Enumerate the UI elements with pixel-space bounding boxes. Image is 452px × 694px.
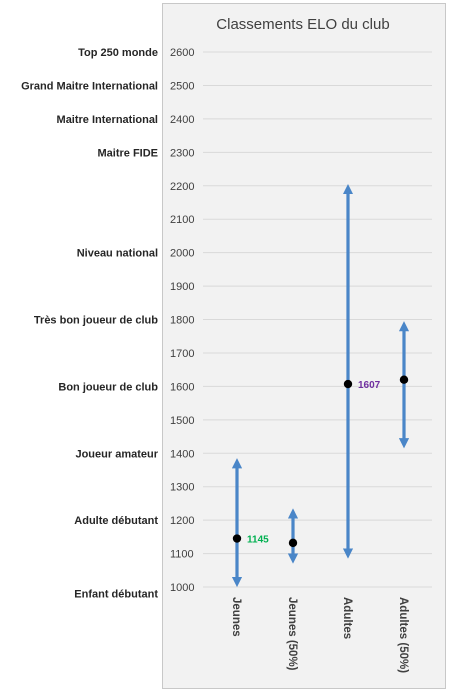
y-tick-label: 2200 [170,181,194,193]
y-axis-ticks: 1000 1100 1200 1300 1400 1500 1600 1700 1800 1900… [170,47,194,594]
y-tick-label: 2400 [170,114,194,126]
category-label: Adultes [341,597,353,639]
level-label: Maitre FIDE [97,147,158,159]
y-tick-label: 2000 [170,248,194,260]
level-labels: Top 250 monde Grand Maitre International M… [21,47,159,601]
category-label: Jeunes [230,597,242,637]
level-label: Maitre International [57,114,158,126]
category-label: Jeunes (50%) [286,597,298,671]
value-marker [343,379,353,389]
y-tick-label: 2500 [170,80,194,92]
y-tick-label: 1900 [170,281,194,293]
y-tick-label: 1000 [170,582,194,594]
y-tick-label: 1200 [170,515,194,527]
range-arrows: 1145 1607 [231,183,410,588]
category-labels: Jeunes Jeunes (50%) Adultes Adultes (50%) [230,597,409,673]
y-tick-label: 1300 [170,482,194,494]
level-label: Niveau national [77,248,158,260]
data-label: 1145 [247,535,269,546]
y-tick-label: 1700 [170,348,194,360]
y-tick-label: 2100 [170,214,194,226]
level-label: Top 250 monde [78,47,158,59]
y-tick-label: 1400 [170,448,194,460]
data-label: 1607 [358,380,381,391]
category-label: Adultes (50%) [397,597,409,673]
y-tick-label: 1600 [170,381,194,393]
level-label: Bon joueur de club [58,381,158,393]
y-tick-label: 1800 [170,315,194,327]
level-label: Adulte débutant [74,515,158,527]
value-marker [232,534,242,543]
y-tick-label: 2300 [170,147,194,159]
value-marker [399,375,409,384]
gridlines [203,51,432,588]
y-tick-label: 2600 [170,47,194,59]
level-label: Très bon joueur de club [34,315,158,327]
level-label: Joueur amateur [75,448,158,460]
chart-frame [162,3,446,689]
level-label: Enfant débutant [74,589,158,601]
value-marker [288,538,298,548]
chart-title: Classements ELO du club [216,16,389,33]
y-tick-label: 1100 [170,549,194,561]
level-label: Grand Maitre International [21,80,158,92]
y-tick-label: 1500 [170,415,194,427]
